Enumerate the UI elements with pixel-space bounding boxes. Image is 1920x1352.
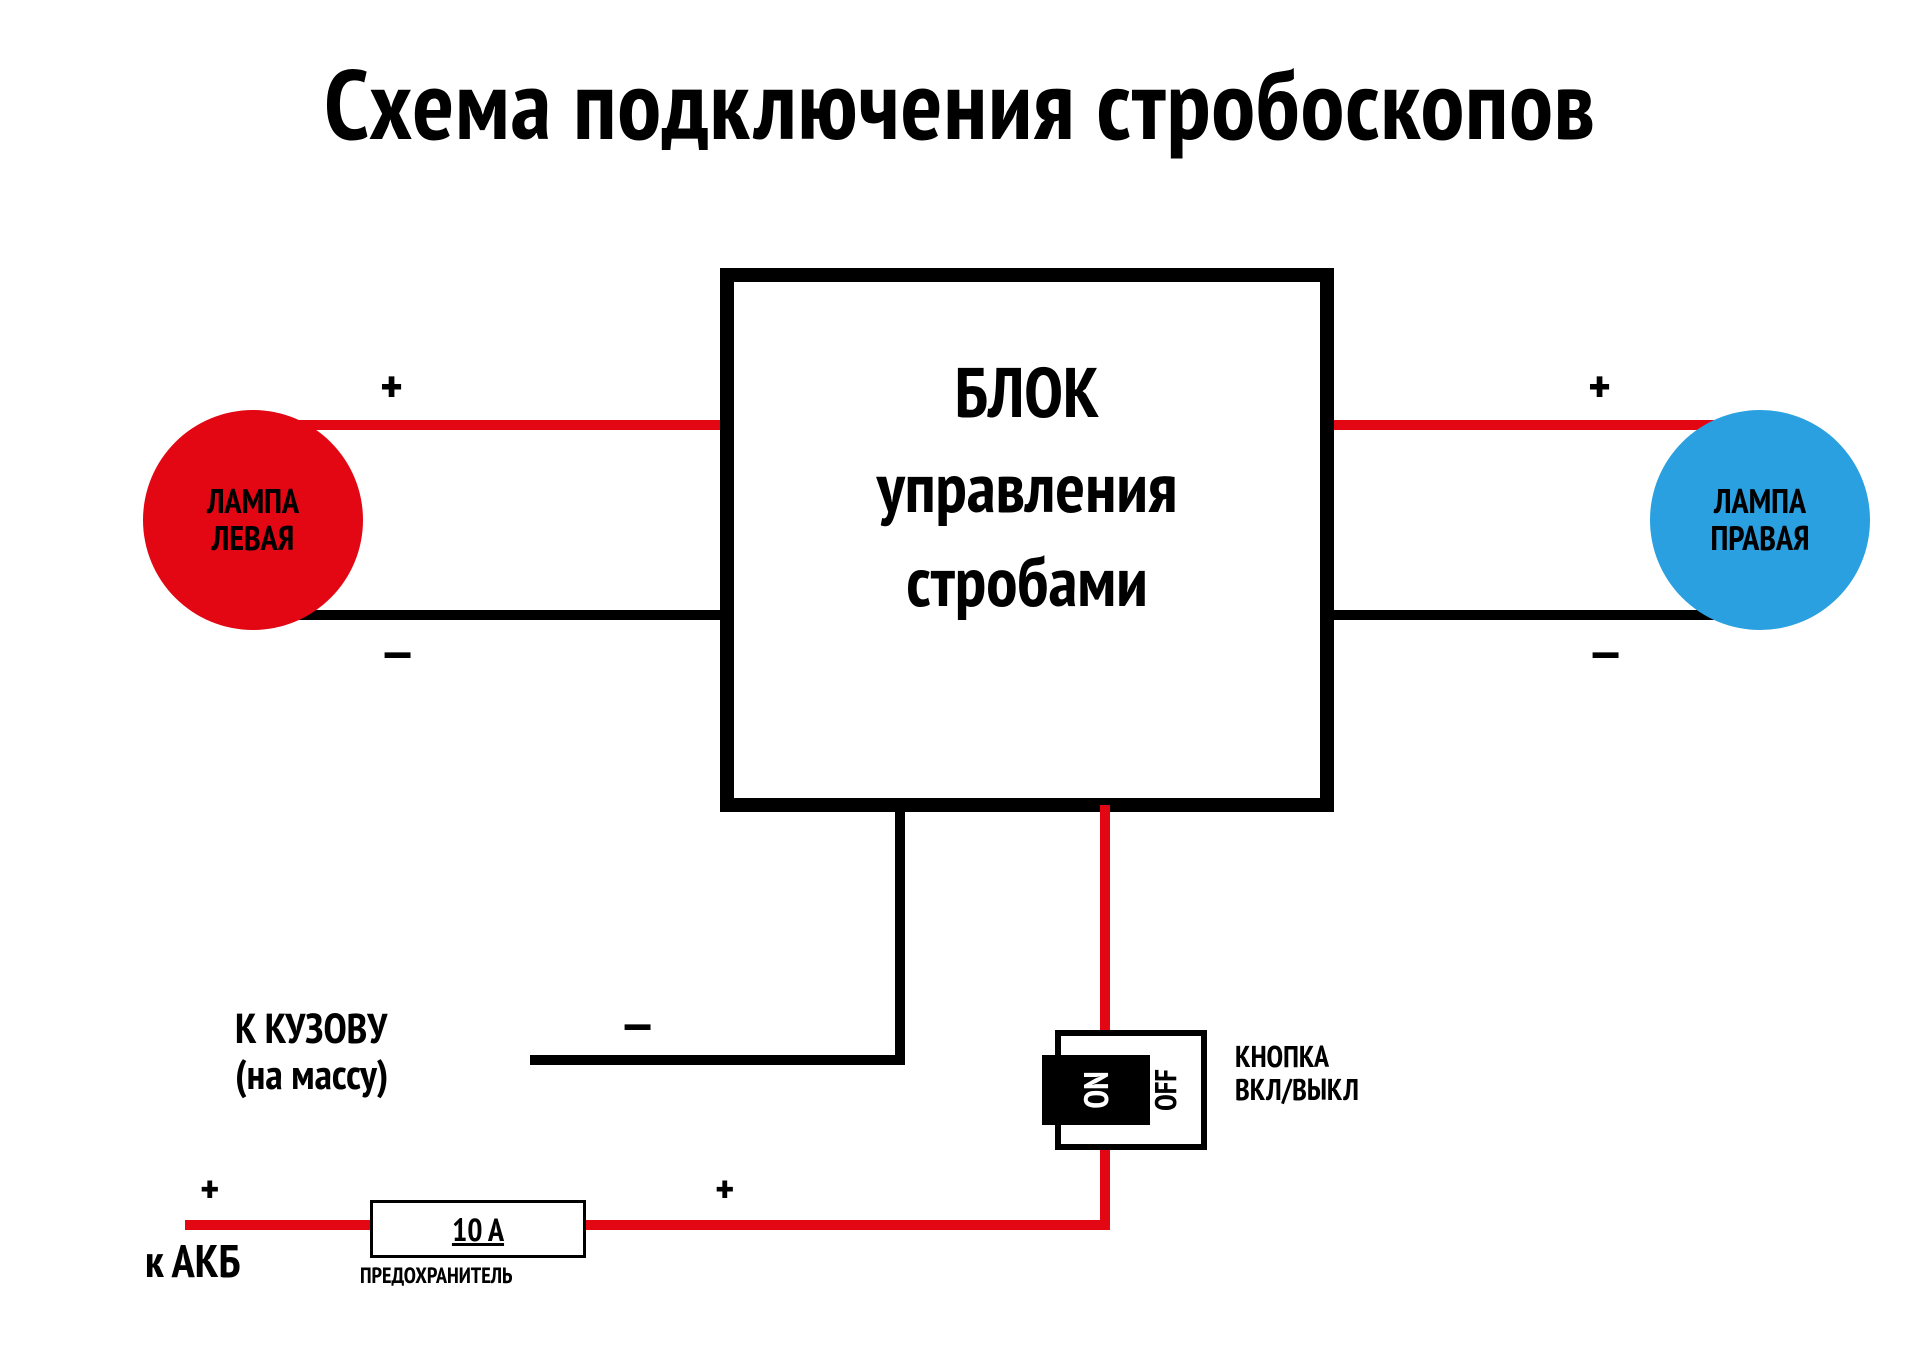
block-line2: управления — [727, 440, 1327, 535]
block-line3: стробами — [727, 534, 1327, 629]
battery-plus-right-symbol: + — [715, 1160, 735, 1217]
battery-label: к АКБ — [145, 1235, 241, 1286]
left-minus-symbol: — — [380, 618, 415, 685]
right-minus-symbol: — — [1588, 618, 1623, 685]
wiring-diagram — [0, 0, 1920, 1352]
battery-plus-left-symbol: + — [200, 1160, 220, 1217]
right-lamp-label: ЛАМПАПРАВАЯ — [1650, 483, 1870, 558]
fuse: 10 А — [370, 1200, 586, 1258]
fuse-value: 10 А — [373, 1203, 583, 1255]
block-line1: БЛОК — [727, 345, 1327, 440]
control-block-label: БЛОКуправлениястробами — [727, 345, 1327, 629]
ground-minus-symbol: — — [620, 990, 655, 1057]
switch-caption: КНОПКАВКЛ/ВЫКЛ — [1235, 1040, 1359, 1106]
left-plus-symbol: + — [380, 352, 403, 419]
switch-off-label: OFF — [1112, 1055, 1220, 1125]
fuse-caption: ПРЕДОХРАНИТЕЛЬ — [360, 1264, 512, 1288]
right-plus-symbol: + — [1588, 352, 1611, 419]
ground-label: К КУЗОВУ(на массу) — [235, 1005, 388, 1097]
left-lamp-label: ЛАМПАЛЕВАЯ — [143, 483, 363, 558]
on-off-switch: ON OFF — [1055, 1030, 1207, 1150]
